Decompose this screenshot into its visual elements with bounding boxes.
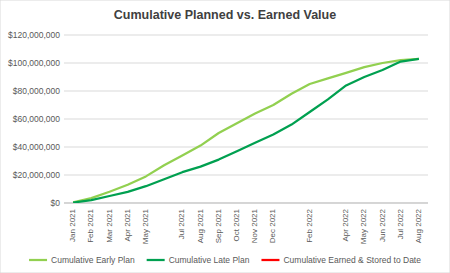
background [0, 0, 450, 273]
x-tick-label: Feb 2022 [305, 208, 314, 242]
plot-area [73, 59, 419, 203]
x-tick-label: Apr 2021 [123, 208, 132, 241]
series-line [73, 59, 419, 203]
title: Cumulative Planned vs. Earned Value [114, 8, 336, 22]
legend: Cumulative Early Plan Cumulative Late Pla… [29, 255, 421, 265]
grid-line [64, 175, 428, 176]
grid-line [64, 91, 428, 92]
x-tick-label: Jan 2021 [68, 208, 77, 241]
legend-swatch [261, 259, 279, 261]
grid-line [64, 35, 428, 36]
x-tick-label: Apr 2022 [341, 208, 350, 241]
y-tick-label: $100,000,000 [8, 58, 60, 68]
legend-label: Cumulative Early Plan [51, 255, 135, 265]
x-tick-label: Oct 2021 [232, 208, 241, 241]
x-tick-label: Mar 2021 [105, 208, 114, 242]
chart: Cumulative Planned vs. Earned Value $0 $20… [0, 0, 450, 273]
x-tick-label: Aug 2021 [196, 208, 205, 243]
legend-label: Cumulative Earned & Stored to Date [283, 255, 421, 265]
x-tick-label: Nov 2021 [250, 208, 259, 243]
x-tick-label: Jul 2022 [396, 208, 405, 239]
y-tick-label: $0 [51, 198, 61, 208]
y-tick-label: $20,000,000 [13, 170, 61, 180]
grid-line [64, 63, 428, 64]
x-tick-label: Jun 2022 [378, 208, 387, 241]
legend-label: Cumulative Late Plan [169, 255, 250, 265]
x-axis [64, 203, 428, 204]
x-tick-label: Feb 2021 [86, 208, 95, 242]
y-tick-label: $80,000,000 [13, 86, 61, 96]
grid-line [64, 203, 428, 204]
x-tick-label: Dec 2021 [268, 208, 277, 243]
x-tick-label: May 2022 [359, 208, 368, 244]
x-tick-label: Sep 2021 [214, 208, 223, 243]
y-tick-label: $120,000,000 [8, 30, 60, 40]
y-tick-label: $60,000,000 [13, 114, 61, 124]
x-tick-label: May 2021 [141, 208, 150, 244]
legend-swatch [147, 259, 165, 261]
y-tick-label: $40,000,000 [13, 142, 61, 152]
series-line [73, 59, 419, 203]
x-tick-label: Aug 2022 [414, 208, 423, 243]
legend-swatch [29, 259, 47, 261]
x-tick-label: Jul 2021 [177, 208, 186, 239]
